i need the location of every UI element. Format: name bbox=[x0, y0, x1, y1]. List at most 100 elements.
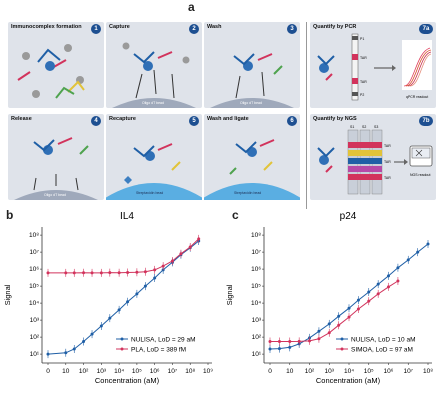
step-title: Wash bbox=[207, 24, 222, 30]
step-title: Wash and ligate bbox=[207, 116, 249, 122]
data-point bbox=[297, 339, 301, 343]
y-tick-label: 10³ bbox=[252, 317, 262, 324]
x-tick-label: 10 bbox=[286, 368, 294, 375]
step-capture-panel: Capture 2 Oligo dT bead bbox=[106, 22, 202, 108]
x-tick-label: 10⁷ bbox=[403, 368, 413, 375]
x-axis-label: Concentration (aM) bbox=[95, 376, 160, 385]
legend-marker bbox=[340, 337, 344, 341]
x-tick-label: 10² bbox=[79, 368, 89, 375]
data-point bbox=[143, 284, 147, 288]
data-point bbox=[317, 337, 321, 341]
y-tick-label: 10⁶ bbox=[29, 266, 39, 273]
step-number-badge: 6 bbox=[287, 116, 297, 126]
legend-marker bbox=[120, 337, 124, 341]
data-point bbox=[268, 347, 272, 351]
data-point bbox=[416, 250, 420, 254]
data-point bbox=[179, 252, 183, 256]
step-number-badge: 2 bbox=[189, 24, 199, 34]
x-tick-label: 10⁹ bbox=[203, 368, 213, 375]
pcr-tag: P1 bbox=[360, 37, 364, 41]
data-point bbox=[143, 270, 147, 274]
panel-label-b: b bbox=[6, 208, 14, 222]
x-tick-label: 10² bbox=[305, 368, 315, 375]
step-wash-ligate-panel: Wash and ligate 6 Streptavidin bead bbox=[204, 114, 300, 200]
ngs-col-label: S2 bbox=[362, 125, 366, 129]
data-point bbox=[268, 340, 272, 344]
data-point bbox=[337, 314, 341, 318]
ngs-col-label: S3 bbox=[374, 125, 378, 129]
x-tick-label: 10⁴ bbox=[114, 368, 124, 375]
data-point bbox=[117, 308, 121, 312]
data-point bbox=[64, 351, 68, 355]
y-tick-label: 10⁸ bbox=[29, 232, 39, 239]
data-point bbox=[126, 271, 130, 275]
chart-title: IL4 bbox=[120, 211, 134, 222]
panel-divider bbox=[306, 22, 307, 209]
panel-label-c: c bbox=[232, 208, 239, 222]
il4-chart: IL4 0 10 10² 10³ 10⁴ 10⁵ 10⁶ 10⁷ 10⁸ 10⁹ 10¹ 10² 10³ 1… bbox=[3, 211, 213, 385]
data-point bbox=[90, 332, 94, 336]
y-tick-label: 10⁸ bbox=[251, 232, 261, 239]
data-point bbox=[108, 271, 112, 275]
quantify-pcr-panel: Quantify by PCR 7a P1 TAR TAR P2 qPCR re… bbox=[310, 22, 436, 108]
y-tick-label: 10⁵ bbox=[29, 283, 39, 290]
chart-title: p24 bbox=[340, 211, 357, 222]
legend-label: NULISA, LoD = 29 aM bbox=[131, 337, 196, 344]
x-tick-label: 0 bbox=[268, 368, 272, 375]
data-point bbox=[126, 300, 130, 304]
y-axis-label: Signal bbox=[225, 284, 234, 305]
x-tick-label: 10³ bbox=[325, 368, 335, 375]
data-point bbox=[99, 271, 103, 275]
x-tick-label: 10⁵ bbox=[364, 368, 374, 375]
data-point bbox=[277, 340, 281, 344]
oligo-dt-bead-label: Oligo dT bead bbox=[142, 101, 164, 105]
data-point bbox=[308, 339, 311, 343]
data-point bbox=[347, 315, 351, 319]
step-title: Release bbox=[11, 116, 32, 122]
data-point bbox=[46, 271, 50, 275]
ngs-tag: TAR bbox=[384, 160, 391, 164]
data-point bbox=[46, 352, 50, 356]
y-tick-label: 10³ bbox=[30, 317, 40, 324]
x-tick-label: 10⁷ bbox=[168, 368, 178, 375]
data-point bbox=[135, 270, 139, 274]
x-tick-label: 10³ bbox=[97, 368, 107, 375]
data-point bbox=[197, 237, 201, 241]
data-point bbox=[82, 271, 86, 275]
step-release-panel: Release 4 Oligo dT bead bbox=[8, 114, 104, 200]
y-tick-label: 10⁷ bbox=[29, 249, 39, 256]
series-line bbox=[48, 238, 200, 274]
immunocomplex-illustration bbox=[17, 44, 85, 99]
step-number-badge: 4 bbox=[91, 116, 101, 126]
data-point bbox=[161, 264, 165, 268]
data-point bbox=[367, 290, 371, 294]
y-tick-label: 10² bbox=[30, 334, 40, 341]
legend-marker bbox=[340, 347, 344, 351]
panel-label-a: a bbox=[188, 0, 195, 14]
legend-label: PLA, LoD = 389 fM bbox=[131, 347, 186, 354]
data-point bbox=[153, 276, 157, 280]
pcr-tag: P2 bbox=[360, 93, 364, 97]
data-point bbox=[406, 258, 410, 262]
streptavidin-bead-label: Streptavidin bead bbox=[234, 191, 261, 195]
data-point bbox=[108, 316, 112, 320]
step-title: Capture bbox=[109, 24, 130, 30]
data-point bbox=[356, 298, 360, 302]
recapture-illustration: Streptavidin bead bbox=[106, 143, 202, 200]
ngs-col-label: S1 bbox=[350, 125, 354, 129]
x-tick-label: 10⁶ bbox=[384, 368, 394, 375]
data-point bbox=[72, 347, 76, 351]
data-point bbox=[82, 340, 86, 344]
x-tick-label: 10⁸ bbox=[185, 368, 195, 375]
data-point bbox=[337, 323, 341, 327]
data-point bbox=[347, 306, 351, 310]
data-point bbox=[396, 279, 400, 283]
y-tick-label: 10⁷ bbox=[251, 249, 261, 256]
y-tick-label: 10⁴ bbox=[251, 300, 261, 307]
step-number-badge: 5 bbox=[189, 116, 199, 126]
release-illustration: Oligo dT bead bbox=[14, 137, 98, 200]
pcr-tag: TAR bbox=[360, 56, 367, 60]
oligo-dt-bead-label: Oligo dT bead bbox=[240, 101, 262, 105]
capture-illustration: Oligo dT bead bbox=[112, 42, 196, 108]
x-tick-label: 0 bbox=[46, 368, 50, 375]
